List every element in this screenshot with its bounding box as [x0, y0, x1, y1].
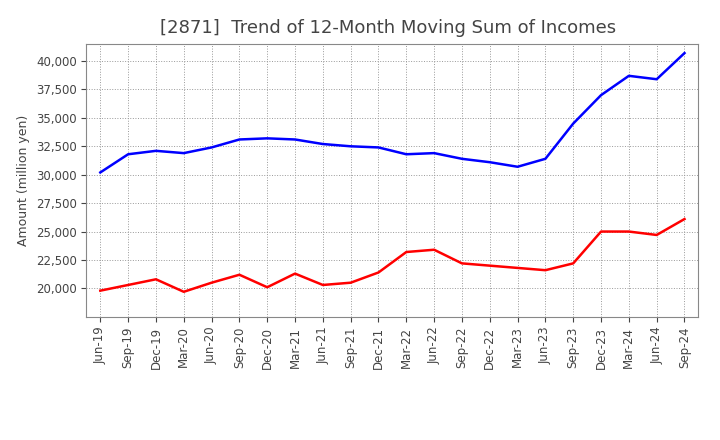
Ordinary Income [263, 136, 271, 141]
Ordinary Income [291, 137, 300, 142]
Ordinary Income [569, 121, 577, 126]
Ordinary Income [207, 145, 216, 150]
Line: Net Income: Net Income [100, 219, 685, 292]
Net Income [541, 268, 550, 273]
Ordinary Income [179, 150, 188, 156]
Net Income [179, 289, 188, 294]
Net Income [374, 270, 383, 275]
Ordinary Income [513, 164, 522, 169]
Net Income [513, 265, 522, 271]
Ordinary Income [541, 156, 550, 161]
Ordinary Income [124, 152, 132, 157]
Net Income [96, 288, 104, 293]
Net Income [680, 216, 689, 222]
Net Income [569, 261, 577, 266]
Ordinary Income [96, 170, 104, 175]
Ordinary Income [402, 152, 410, 157]
Net Income [430, 247, 438, 253]
Ordinary Income [485, 160, 494, 165]
Ordinary Income [624, 73, 633, 78]
Ordinary Income [346, 143, 355, 149]
Y-axis label: Amount (million yen): Amount (million yen) [17, 115, 30, 246]
Net Income [652, 232, 661, 238]
Text: [2871]  Trend of 12-Month Moving Sum of Incomes: [2871] Trend of 12-Month Moving Sum of I… [160, 19, 616, 37]
Ordinary Income [680, 51, 689, 56]
Net Income [346, 280, 355, 285]
Ordinary Income [235, 137, 243, 142]
Net Income [263, 285, 271, 290]
Ordinary Income [458, 156, 467, 161]
Net Income [597, 229, 606, 234]
Net Income [624, 229, 633, 234]
Ordinary Income [318, 141, 327, 147]
Ordinary Income [152, 148, 161, 154]
Net Income [402, 249, 410, 255]
Net Income [152, 277, 161, 282]
Net Income [207, 280, 216, 285]
Net Income [458, 261, 467, 266]
Ordinary Income [652, 77, 661, 82]
Net Income [485, 263, 494, 268]
Net Income [124, 282, 132, 288]
Net Income [291, 271, 300, 276]
Ordinary Income [430, 150, 438, 156]
Ordinary Income [374, 145, 383, 150]
Ordinary Income [597, 92, 606, 98]
Legend: Ordinary Income, Net Income: Ordinary Income, Net Income [230, 438, 555, 440]
Net Income [235, 272, 243, 277]
Net Income [318, 282, 327, 288]
Line: Ordinary Income: Ordinary Income [100, 53, 685, 172]
